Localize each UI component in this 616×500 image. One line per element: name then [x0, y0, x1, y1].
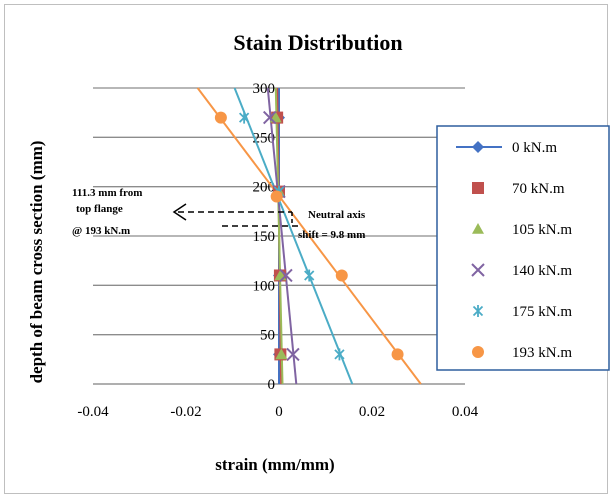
legend: 0 kN.m 70 kN.m 105 kN.m 140 kN.m 175 kN.m 193…: [456, 140, 572, 361]
annotation-left-line-3: @ 193 kN.m: [72, 225, 130, 237]
series-line-2: [274, 87, 284, 385]
marker-series-4-pt-1: [304, 269, 315, 282]
legend-label-4: 175 kN.m: [512, 304, 572, 320]
x-tick-0.04: 0.04: [452, 404, 479, 420]
legend-label-0: 0 kN.m: [512, 140, 557, 156]
y-axis-title: depth of beam cross section (mm): [27, 141, 46, 384]
neutral-axis-annotation-right: Neutral axis shift = 9.8 mm: [298, 209, 366, 241]
x-tick-0: 0: [275, 404, 283, 420]
y-tick-250: 250: [253, 130, 276, 146]
legend-marker-1: [472, 182, 484, 194]
legend-box: [436, 125, 610, 371]
x-tick-labels: -0.04 -0.02 0 0.02 0.04: [77, 404, 478, 420]
marker-series-5-pt-3: [214, 111, 227, 124]
y-tick-300: 300: [253, 81, 276, 97]
marker-series-2-pt-0: [275, 348, 288, 360]
y-tick-150: 150: [253, 229, 276, 245]
marker-series-5-pt-0: [391, 348, 404, 361]
marker-series-3-pt-0: [286, 347, 300, 362]
neutral-axis-annotation-left: 111.3 mm from top flange @ 193 kN.m: [72, 187, 300, 237]
series-line-3: [266, 87, 298, 385]
chart-title: Stain Distribution: [233, 30, 402, 55]
marker-series-4-pt-3: [238, 111, 250, 124]
x-axis-title: strain (mm/mm): [215, 455, 334, 474]
marker-series-5-pt-2: [270, 190, 283, 203]
annotation-right-line-2: shift = 9.8 mm: [298, 229, 365, 241]
annotation-left-line-2: top flange: [76, 203, 123, 215]
annotation-arrow-head: [172, 203, 187, 221]
marker-series-5-pt-1: [335, 269, 348, 282]
marker-series-3-pt-1: [279, 268, 293, 283]
legend-marker-4: [472, 305, 484, 317]
legend-label-1: 70 kN.m: [512, 181, 565, 197]
series-line-5: [196, 87, 422, 385]
series-markers: [214, 110, 404, 362]
legend-marker-5: [472, 346, 484, 358]
y-tick-100: 100: [253, 278, 276, 294]
x-tick--0.04: -0.04: [77, 404, 109, 420]
series-lines: [196, 87, 422, 385]
annotation-right-line-1: Neutral axis: [308, 209, 366, 221]
y-tick-50: 50: [260, 328, 275, 344]
series-line-4: [233, 87, 354, 385]
legend-marker-3: [471, 263, 485, 277]
marker-series-3-pt-3: [262, 110, 277, 125]
annotation-left-line-1: 111.3 mm from: [72, 187, 142, 199]
marker-series-4-pt-0: [334, 348, 345, 361]
legend-marker-0: [472, 141, 484, 153]
legend-label-5: 193 kN.m: [512, 345, 572, 361]
legend-marker-2: [472, 223, 484, 234]
legend-label-2: 105 kN.m: [512, 222, 572, 238]
y-tick-0: 0: [268, 377, 276, 393]
legend-label-3: 140 kN.m: [512, 263, 572, 279]
x-tick-0.02: 0.02: [359, 404, 385, 420]
x-tick--0.02: -0.02: [170, 404, 201, 420]
